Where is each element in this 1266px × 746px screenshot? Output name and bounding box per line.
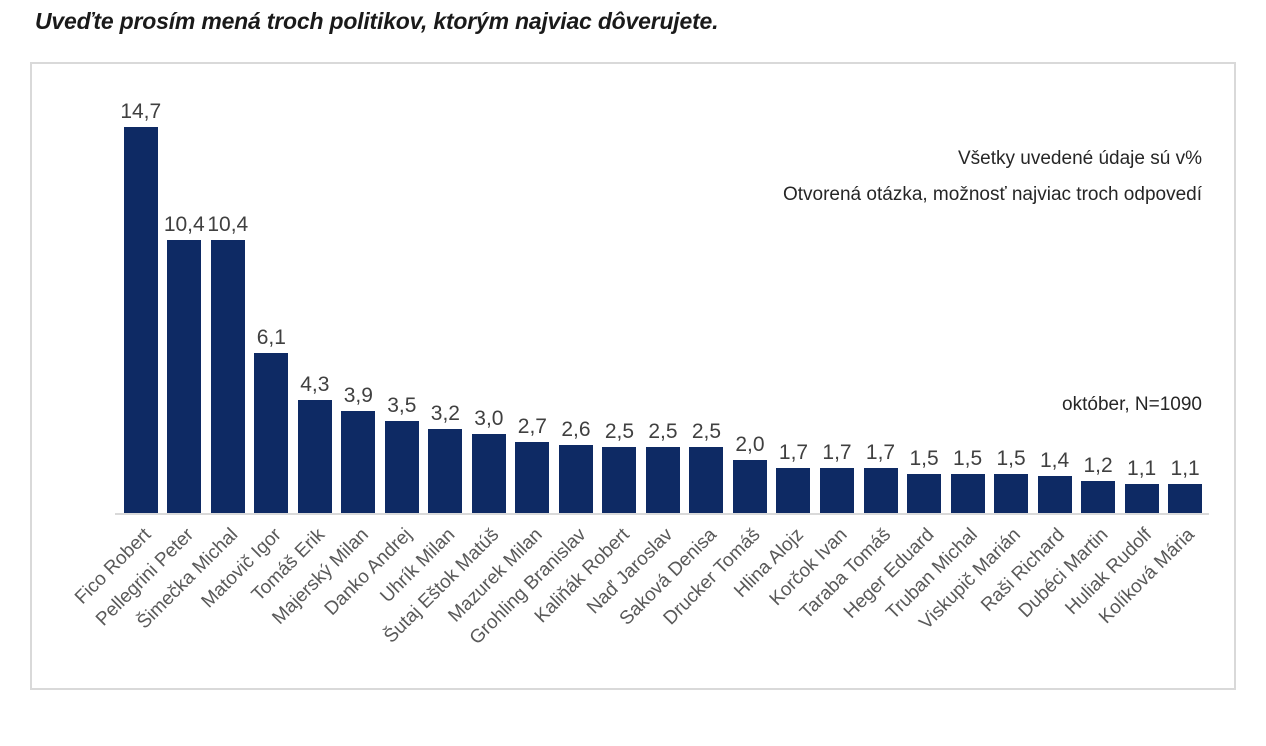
bar-slot: 10,4 [206, 214, 250, 513]
bar-value-label: 2,5 [691, 420, 722, 443]
bar-value-label: 1,5 [996, 447, 1026, 470]
page-title: Uveďte prosím mená troch politikov, ktor… [35, 8, 719, 34]
bar [776, 468, 811, 513]
bar-value-label: 2,7 [517, 415, 547, 438]
bar-slot: 2,0 [728, 434, 772, 513]
bar [907, 474, 942, 513]
bar-slot: 1,5 [946, 448, 990, 513]
bar [210, 240, 245, 513]
bar [515, 442, 550, 513]
bar-value-label: 1,7 [865, 441, 896, 464]
bar [123, 127, 158, 513]
bar-value-label: 2,6 [561, 418, 591, 441]
bar-slot: 3,9 [337, 385, 381, 513]
bar [1081, 481, 1116, 513]
bar-slot: 1,5 [989, 448, 1033, 513]
bar [428, 429, 463, 513]
bar-slot: 3,2 [424, 403, 468, 513]
bar-value-label: 1,4 [1039, 449, 1070, 472]
bar-slot: 1,7 [859, 442, 903, 513]
bar-slot: 1,5 [902, 448, 946, 513]
bar-slot: 1,1 [1120, 458, 1164, 513]
bar [732, 460, 767, 513]
annotation-question-type: Otvorená otázka, možnosť najviac troch o… [782, 184, 1202, 205]
bar-value-label: 2,5 [604, 420, 635, 443]
bar [341, 411, 376, 513]
bar [1124, 484, 1159, 513]
bar-slot: 2,6 [554, 419, 598, 513]
bar-value-label: 1,7 [778, 441, 809, 464]
bar-value-label: 10,4 [207, 213, 249, 236]
bar [1168, 484, 1203, 513]
bar-slot: 1,1 [1163, 458, 1207, 513]
bar [820, 468, 854, 513]
bar-slot: 1,7 [772, 442, 816, 513]
bar-slot: 6,1 [250, 327, 294, 513]
bar [384, 421, 419, 513]
bar-slot: 3,0 [467, 408, 511, 513]
bar-value-label: 1,7 [822, 441, 852, 464]
bar [645, 447, 680, 513]
plot-area: 14,7 10,4 10,4 6,1 4,3 3,9 3,5 3,2 3,0 2,7 2,6 2,5 2… [119, 64, 1207, 513]
bar [558, 445, 593, 513]
bar-value-label: 2,5 [648, 420, 678, 443]
bar-value-label: 1,1 [1170, 457, 1200, 480]
bar-slot: 2,7 [511, 416, 555, 513]
bar-slot: 10,4 [163, 214, 207, 513]
bar-value-label: 1,5 [909, 447, 939, 470]
bar-value-label: 10,4 [163, 213, 205, 236]
bar-slot: 2,5 [641, 421, 685, 513]
bar [994, 474, 1029, 513]
bar-value-label: 3,2 [430, 402, 460, 425]
bar-slot: 4,3 [293, 374, 337, 513]
bar-slot: 1,4 [1033, 450, 1077, 513]
bar-slot: 3,5 [380, 395, 424, 513]
bar-value-label: 3,5 [387, 394, 417, 417]
bar [689, 447, 724, 513]
bar-value-label: 1,2 [1083, 454, 1113, 477]
bar [297, 400, 332, 513]
bar-slot: 1,2 [1076, 455, 1120, 513]
bar [167, 240, 202, 513]
bar-value-label: 14,7 [120, 100, 162, 123]
bar-value-label: 3,9 [343, 384, 373, 407]
sample-note: október, N=1090 [1062, 394, 1202, 415]
bar-value-label: 2,0 [735, 433, 765, 456]
bar-value-label: 1,1 [1127, 457, 1157, 480]
bar-value-label: 4,3 [300, 373, 330, 396]
bar [254, 353, 289, 513]
bar [471, 434, 506, 513]
bar-value-label: 3,0 [474, 407, 504, 430]
chart-panel: 14,7 10,4 10,4 6,1 4,3 3,9 3,5 3,2 3,0 2,7 2,6 2,5 2… [30, 62, 1236, 690]
bar [950, 474, 985, 513]
bar-value-label: 1,5 [952, 447, 983, 470]
bar [1037, 476, 1072, 513]
annotation-units: Všetky uvedené údaje sú v% [958, 148, 1202, 169]
bar-slot: 2,5 [685, 421, 729, 513]
bar-value-label: 6,1 [256, 326, 286, 349]
bar [863, 468, 898, 513]
bar-slot: 2,5 [598, 421, 642, 513]
bar-slot: 14,7 [119, 101, 163, 513]
bar-slot: 1,7 [815, 442, 859, 513]
bar [602, 447, 637, 513]
x-axis-line [115, 513, 1209, 515]
